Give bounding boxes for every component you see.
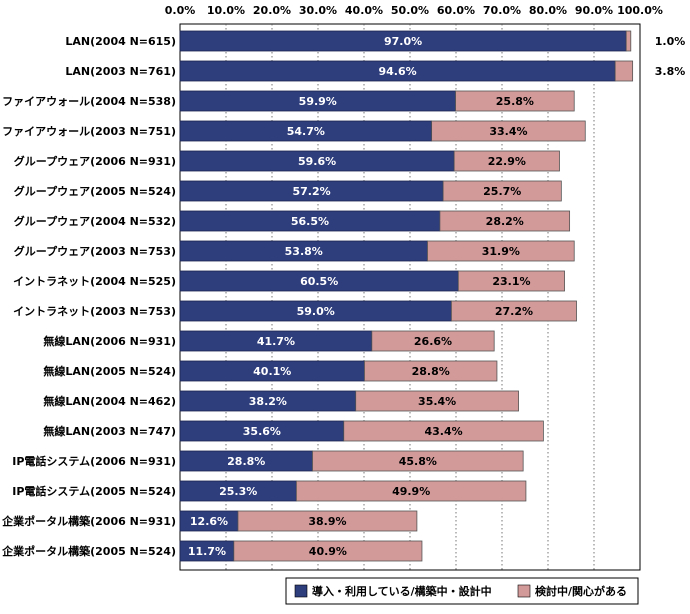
data-label-series2: 33.4% (489, 125, 527, 138)
bar-series2 (442, 180, 562, 202)
data-label-series1: 59.0% (297, 305, 335, 318)
x-tick-label: 40.0% (345, 4, 383, 17)
data-label-series2: 31.9% (482, 245, 520, 258)
x-tick-label: 70.0% (483, 4, 521, 17)
data-label-series1: 40.1% (253, 365, 291, 378)
data-label-series2: 3.8% (655, 65, 686, 78)
bar-series2 (450, 300, 577, 322)
bar-series2 (439, 210, 571, 232)
bar-series2 (453, 150, 560, 172)
data-label-series1: 59.9% (299, 95, 337, 108)
data-label-series2: 22.9% (488, 155, 526, 168)
bar-series2 (237, 510, 418, 532)
bar-series2 (614, 60, 634, 82)
category-label: グループウェア(2004 N=532) (14, 214, 176, 228)
x-tick-label: 90.0% (575, 4, 613, 17)
legend-label-series1: 導入・利用している/構築中・設計中 (312, 584, 492, 598)
category-label: 企業ポータル構築(2005 N=524) (1, 544, 176, 558)
data-label-series2: 35.4% (418, 395, 456, 408)
x-tick-label: 30.0% (299, 4, 337, 17)
data-label-series2: 38.9% (308, 515, 346, 528)
bar-series2 (625, 30, 632, 52)
data-label-series1: 54.7% (287, 125, 325, 138)
data-label-series2: 40.9% (309, 545, 347, 558)
x-tick-label: 10.0% (207, 4, 245, 17)
category-label: IP電話システム(2006 N=931) (12, 454, 176, 468)
data-label-series2: 26.6% (414, 335, 452, 348)
data-label-series1: 35.6% (243, 425, 281, 438)
x-tick-label: 50.0% (391, 4, 429, 17)
category-label: 無線LAN(2006 N=931) (43, 334, 176, 348)
legend-label-series2: 検討中/関心がある (535, 584, 627, 598)
category-label: ファイアウォール(2003 N=751) (2, 125, 176, 138)
data-label-series1: 25.3% (219, 485, 257, 498)
data-label-series2: 45.8% (399, 455, 437, 468)
data-label-series2: 28.8% (412, 365, 450, 378)
category-label: 無線LAN(2005 N=524) (43, 364, 176, 378)
bar-series2 (431, 120, 586, 142)
data-label-series1: 60.5% (300, 275, 338, 288)
category-label: 企業ポータル構築(2006 N=931) (1, 514, 176, 528)
bar-series2 (312, 450, 524, 472)
x-tick-label: 20.0% (253, 4, 291, 17)
category-label: ファイアウォール(2004 N=538) (2, 95, 176, 108)
bar-series2 (295, 480, 527, 502)
category-label: 無線LAN(2003 N=747) (43, 424, 176, 438)
bar-series2 (457, 270, 565, 292)
data-label-series1: 11.7% (188, 545, 226, 558)
data-label-series1: 38.2% (249, 395, 287, 408)
bar-series2 (233, 540, 423, 562)
data-label-series2: 25.8% (496, 95, 534, 108)
category-label: イントラネット(2004 N=525) (13, 275, 176, 288)
legend-swatch-series1 (294, 584, 308, 598)
data-label-series1: 41.7% (257, 335, 295, 348)
category-label: LAN(2004 N=615) (65, 35, 176, 48)
data-label-series1: 56.5% (291, 215, 329, 228)
data-label-series1: 97.0% (384, 35, 422, 48)
category-label: IP電話システム(2005 N=524) (12, 484, 176, 498)
category-label: グループウェア(2005 N=524) (14, 184, 176, 198)
data-label-series1: 57.2% (292, 185, 330, 198)
data-label-series2: 23.1% (492, 275, 530, 288)
x-tick-label: 0.0% (165, 4, 196, 17)
data-label-series2: 49.9% (392, 485, 430, 498)
category-label: イントラネット(2003 N=753) (13, 305, 176, 318)
data-label-series1: 94.6% (378, 65, 416, 78)
bar-series2 (355, 390, 519, 412)
bar-series2 (455, 90, 575, 112)
data-label-series2: 43.4% (424, 425, 462, 438)
data-label-series1: 12.6% (190, 515, 228, 528)
bar-series2 (364, 360, 498, 382)
x-tick-label: 60.0% (437, 4, 475, 17)
x-tick-label: 100.0% (617, 4, 663, 17)
legend-swatch-series2 (517, 584, 531, 598)
legend-box (285, 577, 639, 605)
data-label-series1: 53.8% (285, 245, 323, 258)
data-label-series2: 1.0% (655, 35, 686, 48)
data-label-series2: 27.2% (495, 305, 533, 318)
bar-series2 (427, 240, 575, 262)
data-label-series1: 59.6% (298, 155, 336, 168)
category-label: グループウェア(2006 N=931) (14, 154, 176, 168)
category-label: 無線LAN(2004 N=462) (43, 394, 176, 408)
data-label-series1: 28.8% (227, 455, 265, 468)
x-tick-label: 80.0% (529, 4, 567, 17)
bar-series2 (343, 420, 544, 442)
data-label-series2: 28.2% (486, 215, 524, 228)
category-label: グループウェア(2003 N=753) (14, 244, 176, 258)
bar-series2 (371, 330, 495, 352)
data-label-series2: 25.7% (483, 185, 521, 198)
category-label: LAN(2003 N=761) (65, 65, 176, 78)
